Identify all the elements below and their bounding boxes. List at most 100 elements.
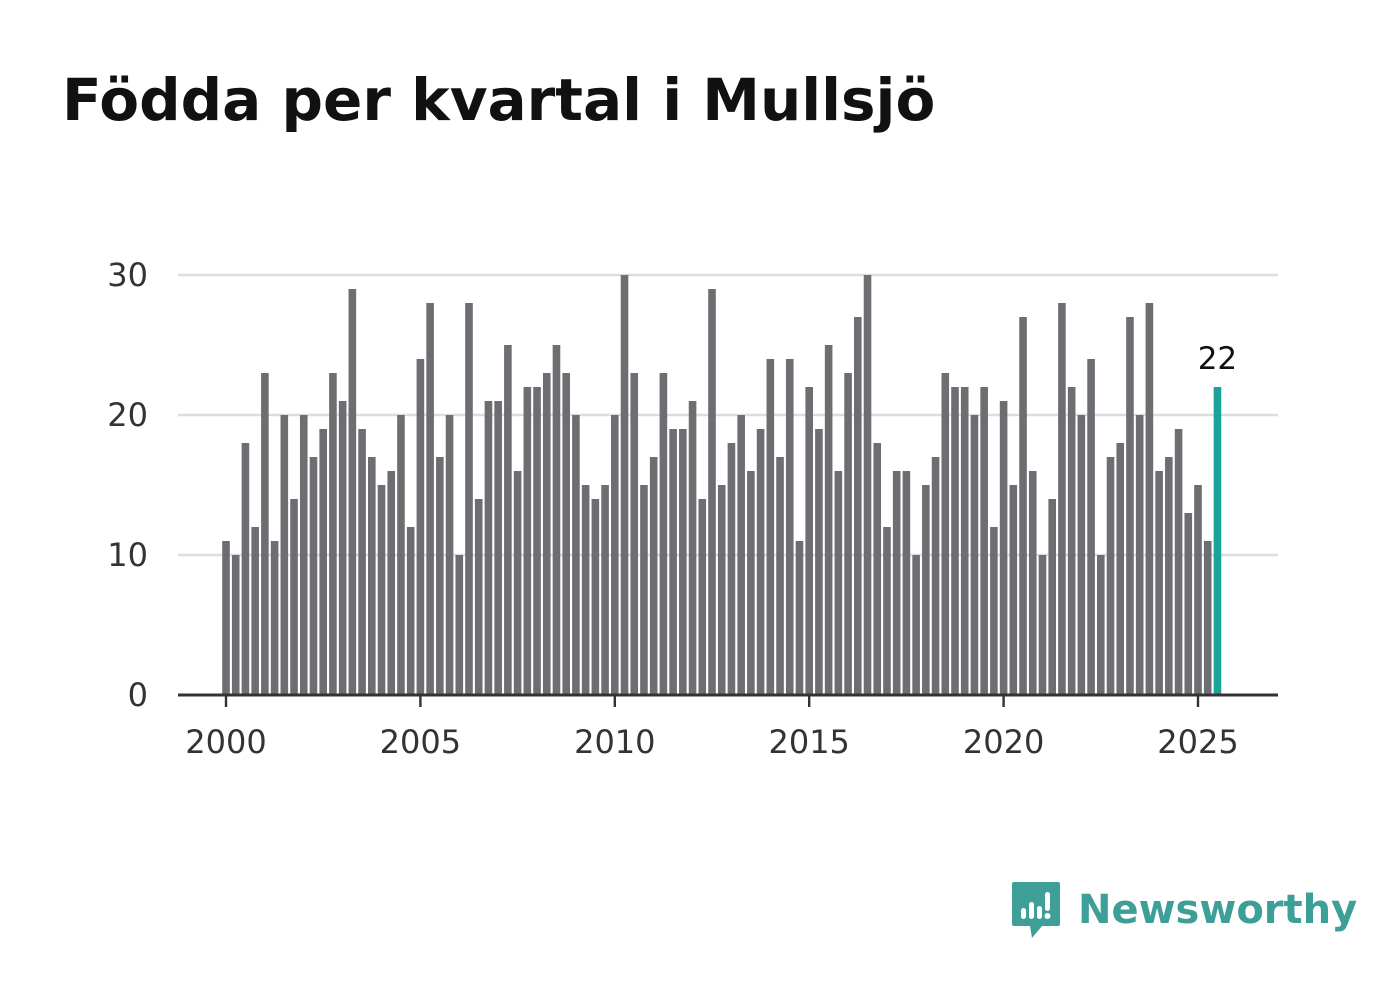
- bar: [552, 345, 561, 695]
- bar: [241, 443, 250, 695]
- bar: [397, 415, 405, 695]
- bar: [892, 471, 901, 695]
- bar: [465, 303, 473, 695]
- bar: [406, 527, 415, 695]
- bar: [912, 555, 920, 695]
- x-tick-label-2025: 2025: [1157, 723, 1238, 761]
- bar: [649, 457, 658, 695]
- bar: [1038, 555, 1047, 695]
- bar: [231, 555, 240, 695]
- bar: [270, 541, 279, 695]
- bar: [785, 359, 794, 695]
- bar: [533, 387, 541, 695]
- bar: [630, 373, 639, 695]
- bar: [737, 415, 745, 695]
- bar: [717, 485, 726, 695]
- bar: [1048, 499, 1056, 695]
- bar: [261, 373, 269, 695]
- bar: [377, 485, 386, 695]
- bar: [455, 555, 464, 695]
- bar: [445, 415, 454, 695]
- bar: [815, 429, 823, 695]
- bar: [620, 275, 629, 695]
- newsworthy-logo-icon: [1012, 882, 1060, 938]
- tick-labels: 0 10 20 30 22 2000 2005 2010 2015 2020 2025: [107, 256, 1238, 761]
- bar: [922, 485, 930, 695]
- bar: [1135, 415, 1144, 695]
- bar: [299, 415, 308, 695]
- bar: [601, 485, 609, 695]
- bar: [970, 415, 979, 695]
- bar: [1097, 555, 1105, 695]
- bar: [669, 429, 677, 695]
- bar: [1106, 457, 1115, 695]
- y-tick-label-30: 30: [107, 256, 148, 294]
- chart-title: Födda per kvartal i Mullsjö: [62, 66, 936, 134]
- axes: [178, 693, 1278, 707]
- y-tick-label-0: 0: [128, 676, 148, 714]
- bar: [1087, 359, 1095, 695]
- bar: [436, 457, 444, 695]
- bar: [280, 415, 289, 695]
- brand-name: Newsworthy: [1078, 887, 1358, 933]
- x-tick-label-2005: 2005: [380, 723, 461, 761]
- bar: [329, 373, 337, 695]
- y-tick-label-20: 20: [107, 396, 148, 434]
- bar: [387, 471, 396, 695]
- bar: [727, 443, 736, 695]
- bar: [824, 345, 833, 695]
- bar: [766, 359, 775, 695]
- bar: [698, 499, 707, 695]
- bar: [426, 303, 434, 695]
- bar: [990, 527, 998, 695]
- bar: [358, 429, 366, 695]
- bar: [348, 289, 357, 695]
- bar: [542, 373, 551, 695]
- bar: [679, 429, 687, 695]
- brand: Newsworthy: [1010, 878, 1357, 942]
- bar: [1184, 513, 1193, 695]
- bar: [1058, 303, 1066, 695]
- bar: [581, 485, 590, 695]
- highlight-value-label: 22: [1198, 341, 1237, 377]
- bar: [776, 457, 784, 695]
- bar: [873, 443, 882, 695]
- bar: [834, 471, 843, 695]
- bar: [251, 527, 259, 695]
- bar: [309, 457, 318, 695]
- bar: [494, 401, 502, 695]
- x-tick-label-2010: 2010: [574, 723, 655, 761]
- bar: [611, 415, 619, 695]
- bar: [1126, 317, 1134, 695]
- bar: [951, 387, 959, 695]
- bar: [960, 387, 969, 695]
- bar: [1203, 541, 1212, 695]
- bar: [562, 373, 570, 695]
- bar: [1174, 429, 1183, 695]
- bar: [980, 387, 988, 695]
- bar: [1116, 443, 1125, 695]
- bar: [902, 471, 911, 695]
- bar: [572, 415, 580, 695]
- bar: [747, 471, 755, 695]
- bar: [941, 373, 950, 695]
- bar: [1194, 485, 1202, 695]
- bar: [484, 401, 493, 695]
- bar: [591, 499, 600, 695]
- bar: [659, 373, 668, 695]
- bar: [416, 359, 425, 695]
- bar: [756, 429, 765, 695]
- bar: [844, 373, 852, 695]
- bar: [863, 275, 872, 695]
- bar: [805, 387, 813, 695]
- bar: [1028, 471, 1037, 695]
- bar-highlight: [1213, 387, 1222, 695]
- bar: [523, 387, 532, 695]
- x-tick-label-2000: 2000: [185, 723, 266, 761]
- bar: [1155, 471, 1163, 695]
- bar: [640, 485, 648, 695]
- bar: [1009, 485, 1018, 695]
- bar: [290, 499, 298, 695]
- bar: [222, 541, 230, 695]
